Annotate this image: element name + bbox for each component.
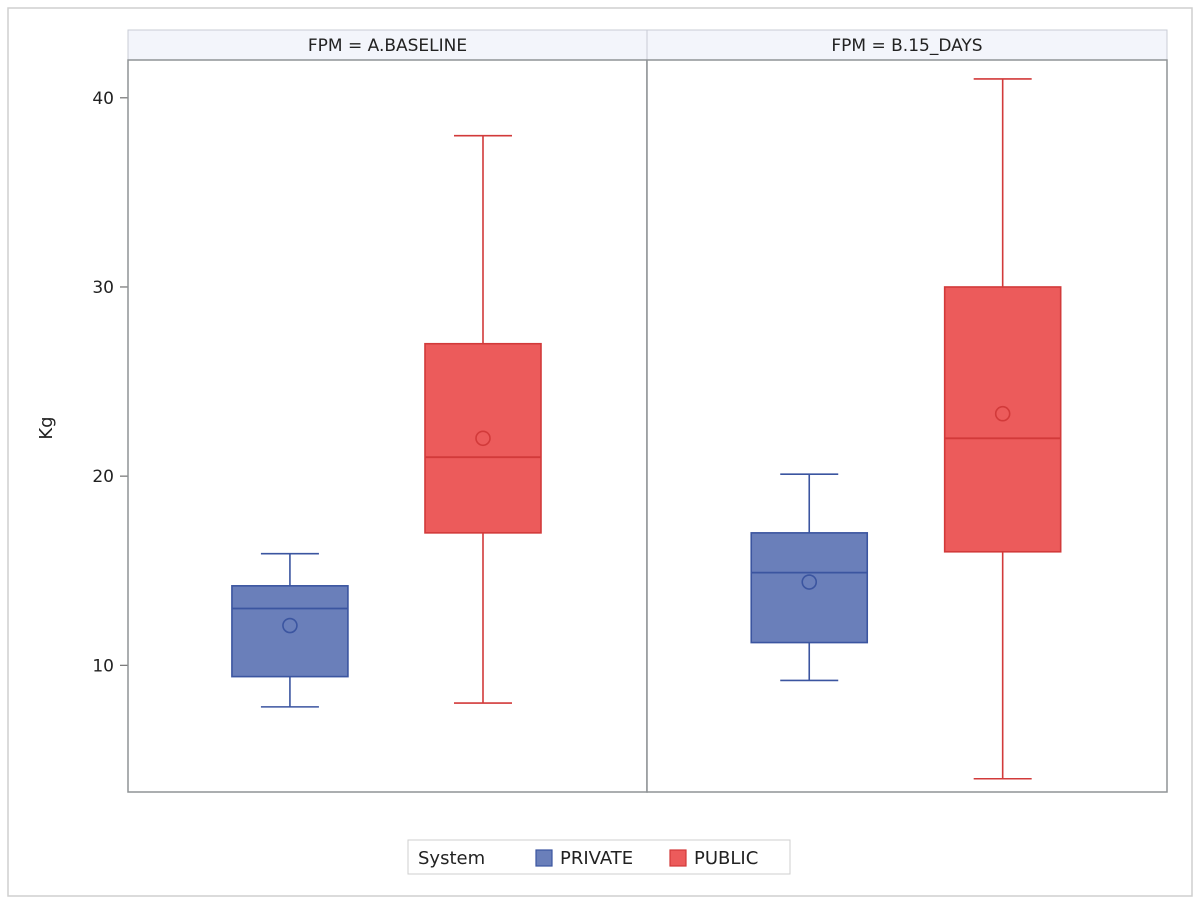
panel-plot-area (646, 59, 1168, 793)
mean-marker (801, 574, 818, 590)
legend-frame (407, 839, 791, 875)
legend-label-private: PRIVATE (560, 848, 633, 869)
panel-title: FPM = A.BASELINE (308, 36, 467, 56)
panel-1: FPM = A.BASELINE (127, 29, 648, 793)
legend-swatch-private (535, 849, 553, 867)
panel-plot-area (127, 59, 648, 793)
panels-layer: 10 20 30 40 FPM = A.BASELINE FPM = B.15_DAYS (92, 29, 1168, 793)
box-public (424, 134, 542, 704)
box-private (231, 552, 349, 708)
y-tick-label: 30 (92, 278, 114, 298)
box-private (750, 473, 869, 682)
box-public (943, 78, 1062, 780)
legend: System PRIVATE PUBLIC (407, 839, 791, 875)
legend-title: System (418, 848, 485, 869)
iqr-box (750, 532, 869, 644)
legend-swatch-public (669, 849, 687, 867)
mean-marker (282, 617, 298, 634)
mean-marker (475, 430, 491, 447)
panel-header (646, 29, 1168, 61)
legend-label-public: PUBLIC (694, 848, 758, 869)
iqr-box (943, 286, 1062, 553)
iqr-box (231, 585, 349, 678)
mean-marker (994, 405, 1011, 422)
panel-2: FPM = B.15_DAYS (646, 29, 1168, 793)
iqr-box (424, 342, 542, 534)
y-axis-label: Kg (36, 416, 57, 439)
y-tick-label: 40 (92, 89, 114, 109)
y-tick-label: 10 (92, 656, 114, 676)
y-tick-label: 20 (92, 467, 114, 487)
panel-title: FPM = B.15_DAYS (831, 36, 982, 56)
